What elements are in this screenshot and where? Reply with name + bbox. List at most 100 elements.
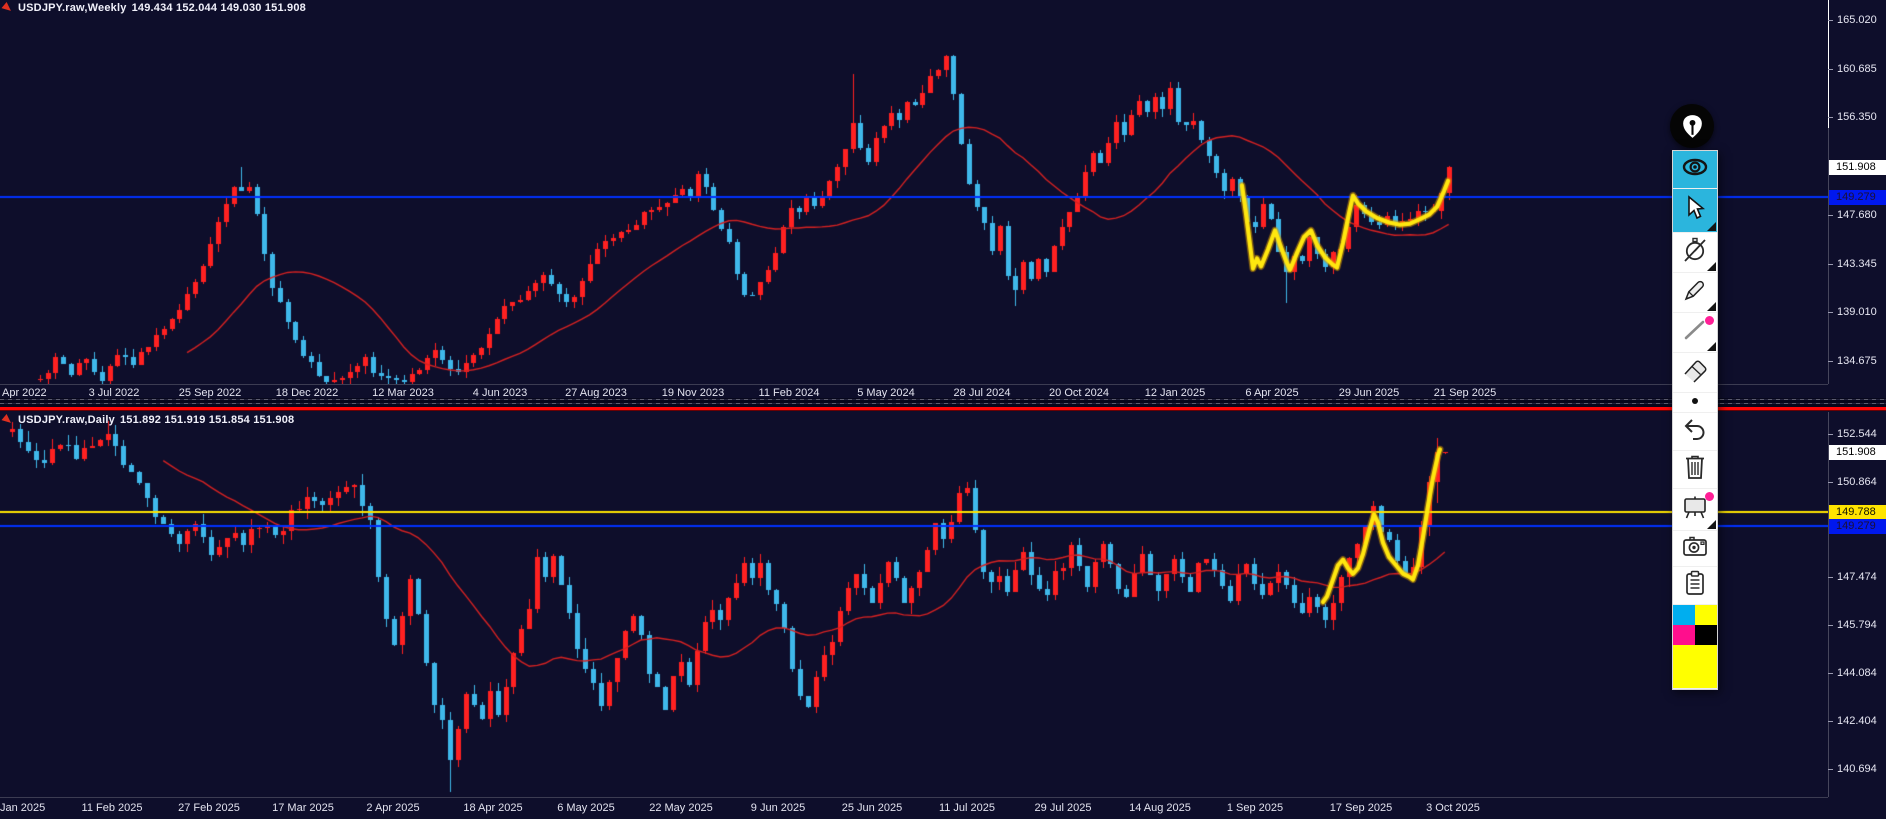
- date-tick-label: 11 Jul 2025: [938, 802, 996, 814]
- date-tick-label: 29 Jun 2025: [1338, 387, 1400, 399]
- stopwatch-icon: [1682, 237, 1708, 268]
- date-tick-label: 6 May 2025: [557, 802, 615, 814]
- price-marker-badge: 151.908: [1829, 160, 1886, 175]
- date-tick-label: 10 Apr 2022: [0, 387, 47, 399]
- weekly-chart-plot[interactable]: USDJPY.raw,Weekly 149.434 152.044 149.03…: [0, 0, 1828, 384]
- price-tick-label: 150.864: [1837, 476, 1877, 488]
- dot-icon: [1689, 394, 1701, 412]
- annotation-toolbar: [1670, 104, 1718, 690]
- show-hide-annotations-tool[interactable]: [1673, 151, 1717, 189]
- date-tick-label: 3 Oct 2025: [1426, 802, 1480, 814]
- submenu-corner-triangle: [1707, 302, 1716, 311]
- color-swatch[interactable]: [1673, 624, 1695, 645]
- weekly-symbol-label: USDJPY.raw,Weekly: [18, 2, 127, 14]
- price-marker-badge: 149.279: [1829, 519, 1886, 534]
- cursor-select-tool[interactable]: [1673, 189, 1717, 233]
- pen-app-logo-button[interactable]: [1670, 104, 1714, 148]
- price-tick-mark: [1828, 69, 1833, 70]
- color-swatch[interactable]: [1695, 624, 1717, 645]
- price-marker-badge: 149.788: [1829, 505, 1886, 520]
- weekly-chart-window: USDJPY.raw,Weekly 149.434 152.044 149.03…: [0, 0, 1886, 399]
- eraser-icon: [1681, 357, 1709, 388]
- eye-icon: [1681, 156, 1709, 183]
- price-tick-mark: [1828, 361, 1833, 362]
- color-grid: [1673, 604, 1717, 645]
- date-tick-label: 12 Mar 2023: [372, 387, 434, 399]
- price-tick-label: 139.010: [1837, 306, 1877, 318]
- weekly-date-axis[interactable]: 10 Apr 2022 3 Jul 2022 25 Sep 2022 18 Dec 2…: [0, 384, 1828, 399]
- date-tick-label: 28 Jul 2024: [953, 387, 1011, 399]
- price-tick-mark: [1828, 625, 1833, 626]
- price-tick-mark: [1828, 117, 1833, 118]
- date-tick-label: 18 Apr 2025: [463, 802, 523, 814]
- date-tick-label: 4 Jun 2023: [472, 387, 528, 399]
- date-tick-label: 19 Nov 2023: [661, 387, 725, 399]
- color-swatch[interactable]: [1673, 604, 1695, 625]
- price-tick-label: 156.350: [1837, 111, 1877, 123]
- red-annotation-line: [0, 407, 1886, 411]
- whiteboard-tool[interactable]: [1673, 489, 1717, 531]
- daily-chart-canvas[interactable]: [0, 412, 1828, 796]
- date-tick-label: 20 Oct 2024: [1049, 387, 1109, 399]
- weekly-price-axis[interactable]: 165.020 160.685 156.350 147.680 143.345 139.0…: [1828, 0, 1886, 398]
- daily-date-axis[interactable]: 27 Jan 2025 11 Feb 2025 27 Feb 2025 17 Mar …: [0, 797, 1828, 819]
- weekly-ohlc-readout: 149.434 152.044 149.030 151.908: [131, 2, 306, 14]
- price-marker-badge: 151.908: [1829, 445, 1886, 460]
- price-tick-label: 147.474: [1837, 571, 1877, 583]
- daily-chart-title: USDJPY.raw,Daily 151.892 151.919 151.854…: [3, 414, 294, 426]
- daily-chart-window: USDJPY.raw,Daily 151.892 151.919 151.854…: [0, 412, 1886, 819]
- stroke-size-indicator[interactable]: [1673, 393, 1717, 413]
- daily-ohlc-readout: 151.892 151.919 151.854 151.908: [119, 414, 295, 426]
- date-tick-label: 17 Sep 2025: [1329, 802, 1393, 814]
- clipboard-icon: [1683, 570, 1707, 601]
- daily-price-axis[interactable]: 152.544 150.864 147.474 145.794 144.084 142.4…: [1828, 412, 1886, 819]
- highlighter-line-tool[interactable]: [1673, 313, 1717, 353]
- price-tick-mark: [1828, 482, 1833, 483]
- cursor-icon: [1683, 195, 1707, 226]
- price-tick-label: 143.345: [1837, 258, 1877, 270]
- submenu-corner-triangle: [1707, 520, 1716, 529]
- date-tick-label: 17 Mar 2025: [272, 802, 334, 814]
- active-color-swatch[interactable]: [1673, 645, 1717, 689]
- weekly-chart-title: USDJPY.raw,Weekly 149.434 152.044 149.03…: [3, 2, 306, 14]
- eraser-tool[interactable]: [1673, 353, 1717, 393]
- window-splitter[interactable]: [0, 398, 1886, 407]
- screenshot-tool[interactable]: [1673, 531, 1717, 567]
- price-tick-label: 165.020: [1837, 14, 1877, 26]
- weekly-chart-canvas[interactable]: [0, 0, 1828, 384]
- price-tick-mark: [1828, 264, 1833, 265]
- clipboard-tool[interactable]: [1673, 567, 1717, 605]
- clear-all-button[interactable]: [1673, 451, 1717, 489]
- price-tick-label: 140.694: [1837, 763, 1877, 775]
- price-tick-label: 134.675: [1837, 355, 1877, 367]
- date-tick-label: 11 Feb 2025: [81, 802, 143, 814]
- price-tick-mark: [1828, 312, 1833, 313]
- price-tick-label: 142.404: [1837, 715, 1877, 727]
- date-tick-label: 18 Dec 2022: [275, 387, 339, 399]
- daily-chart-plot[interactable]: USDJPY.raw,Daily 151.892 151.919 151.854…: [0, 412, 1828, 796]
- undo-button[interactable]: [1673, 413, 1717, 451]
- color-palette[interactable]: [1673, 604, 1717, 645]
- submenu-corner-triangle: [1707, 342, 1716, 351]
- price-tick-label: 160.685: [1837, 63, 1877, 75]
- pencil-icon: [1682, 277, 1708, 308]
- price-marker-badge: 149.279: [1829, 190, 1886, 205]
- tool-panel: [1672, 150, 1718, 690]
- price-tick-mark: [1828, 434, 1833, 435]
- date-tick-label: 14 Aug 2025: [1129, 802, 1191, 814]
- color-swatch[interactable]: [1695, 604, 1717, 625]
- price-tick-label: 144.084: [1837, 667, 1877, 679]
- trash-icon: [1683, 454, 1707, 485]
- axis-edge-white-segment: [1828, 0, 1829, 128]
- line-icon: [1682, 317, 1708, 348]
- pen-tool[interactable]: [1673, 273, 1717, 313]
- date-tick-label: 3 Jul 2022: [88, 387, 140, 399]
- price-tick-mark: [1828, 769, 1833, 770]
- timer-off-tool[interactable]: [1673, 233, 1717, 273]
- price-tick-mark: [1828, 577, 1833, 578]
- date-tick-label: 11 Feb 2024: [758, 387, 820, 399]
- date-tick-label: 1 Sep 2025: [1226, 802, 1284, 814]
- undo-icon: [1682, 417, 1708, 446]
- price-tick-mark: [1828, 215, 1833, 216]
